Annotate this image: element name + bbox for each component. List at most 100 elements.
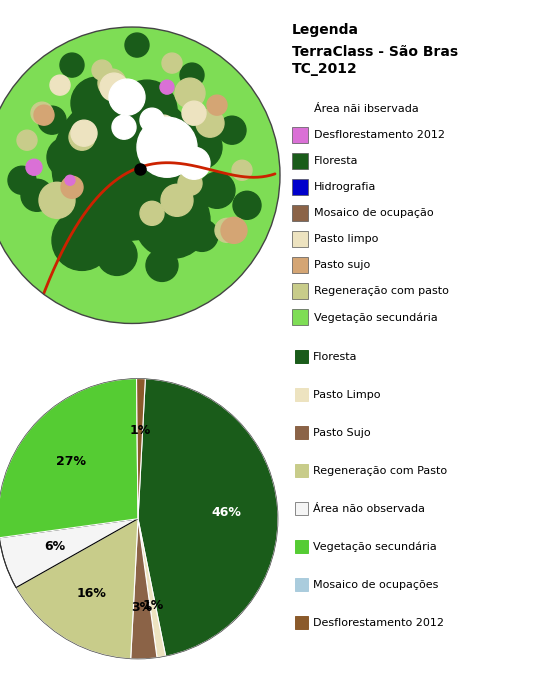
FancyBboxPatch shape xyxy=(295,502,308,515)
Circle shape xyxy=(215,218,239,243)
Text: Hidrografia: Hidrografia xyxy=(314,182,377,192)
Text: Mosaico de ocupação: Mosaico de ocupação xyxy=(314,208,434,218)
FancyBboxPatch shape xyxy=(292,205,308,221)
Circle shape xyxy=(134,182,210,258)
Circle shape xyxy=(50,75,70,95)
Wedge shape xyxy=(131,519,157,659)
FancyBboxPatch shape xyxy=(292,309,308,326)
Text: Legenda: Legenda xyxy=(292,23,359,37)
Wedge shape xyxy=(0,379,138,538)
Text: Vegetação secundária: Vegetação secundária xyxy=(314,312,438,323)
Circle shape xyxy=(61,177,83,199)
Text: Pasto Limpo: Pasto Limpo xyxy=(313,390,380,400)
Circle shape xyxy=(65,175,75,185)
Circle shape xyxy=(17,131,37,150)
Circle shape xyxy=(140,201,164,225)
Text: 1%: 1% xyxy=(129,424,150,437)
Text: TerraClass - São Bras
TC_2012: TerraClass - São Bras TC_2012 xyxy=(292,45,458,76)
Circle shape xyxy=(170,123,190,143)
Circle shape xyxy=(173,171,201,199)
Circle shape xyxy=(182,101,206,125)
Wedge shape xyxy=(138,519,165,657)
Circle shape xyxy=(233,191,261,219)
Circle shape xyxy=(60,53,84,77)
Text: Pasto limpo: Pasto limpo xyxy=(314,234,378,245)
Circle shape xyxy=(21,179,53,212)
Circle shape xyxy=(71,120,97,146)
Wedge shape xyxy=(136,379,145,519)
Text: Vegetação secundária: Vegetação secundária xyxy=(313,541,437,552)
FancyBboxPatch shape xyxy=(292,284,308,300)
Circle shape xyxy=(98,69,126,97)
Circle shape xyxy=(39,182,75,218)
Circle shape xyxy=(146,249,178,282)
Text: Mosaico de ocupações: Mosaico de ocupações xyxy=(313,580,438,590)
Text: 3%: 3% xyxy=(131,600,152,613)
Text: Área nãi ibservada: Área nãi ibservada xyxy=(314,104,419,114)
Text: 46%: 46% xyxy=(211,506,241,519)
Text: Pasto sujo: Pasto sujo xyxy=(314,260,370,271)
Text: Pasto Sujo: Pasto Sujo xyxy=(313,427,370,438)
Circle shape xyxy=(84,212,120,249)
Wedge shape xyxy=(16,519,138,659)
Circle shape xyxy=(137,117,197,177)
FancyBboxPatch shape xyxy=(295,388,308,401)
Text: Regeneração com pasto: Regeneração com pasto xyxy=(314,286,449,296)
FancyBboxPatch shape xyxy=(295,616,308,629)
Text: Floresta: Floresta xyxy=(314,156,359,166)
Text: Desflorestamento 2012: Desflorestamento 2012 xyxy=(313,618,444,628)
Circle shape xyxy=(8,166,36,194)
Circle shape xyxy=(34,105,54,125)
FancyBboxPatch shape xyxy=(295,350,308,363)
Circle shape xyxy=(125,33,149,57)
Text: Floresta: Floresta xyxy=(313,352,358,361)
FancyBboxPatch shape xyxy=(295,464,308,477)
FancyBboxPatch shape xyxy=(292,232,308,247)
Circle shape xyxy=(109,79,145,115)
Circle shape xyxy=(100,73,128,101)
Text: 16%: 16% xyxy=(76,587,106,600)
Circle shape xyxy=(47,137,87,177)
Text: Regeneração com Pasto: Regeneração com Pasto xyxy=(313,466,447,475)
FancyBboxPatch shape xyxy=(292,179,308,195)
Text: Área não observada: Área não observada xyxy=(313,504,425,514)
Circle shape xyxy=(26,159,42,175)
Circle shape xyxy=(218,116,246,144)
Circle shape xyxy=(221,217,247,243)
Circle shape xyxy=(0,27,280,324)
FancyBboxPatch shape xyxy=(292,153,308,169)
Circle shape xyxy=(38,106,66,134)
FancyBboxPatch shape xyxy=(295,540,308,553)
Circle shape xyxy=(69,124,95,150)
Circle shape xyxy=(175,78,205,108)
Circle shape xyxy=(162,53,182,73)
FancyBboxPatch shape xyxy=(295,578,308,592)
FancyBboxPatch shape xyxy=(292,127,308,143)
Text: 6%: 6% xyxy=(44,541,65,554)
Circle shape xyxy=(52,90,202,240)
Circle shape xyxy=(140,108,164,132)
Circle shape xyxy=(71,77,123,129)
Text: 1%: 1% xyxy=(142,599,163,612)
Circle shape xyxy=(186,219,218,251)
Circle shape xyxy=(31,102,53,124)
Circle shape xyxy=(207,95,227,115)
Circle shape xyxy=(178,125,222,169)
Wedge shape xyxy=(138,379,278,656)
Circle shape xyxy=(180,63,204,87)
Circle shape xyxy=(161,184,193,216)
Circle shape xyxy=(178,171,202,195)
Circle shape xyxy=(154,115,174,135)
Circle shape xyxy=(196,109,224,137)
Circle shape xyxy=(160,80,174,94)
FancyBboxPatch shape xyxy=(295,426,308,439)
Circle shape xyxy=(97,236,137,275)
Circle shape xyxy=(92,60,112,80)
Circle shape xyxy=(178,147,210,179)
Text: 27%: 27% xyxy=(56,455,86,468)
Wedge shape xyxy=(0,519,138,587)
Text: Desflorestamento 2012: Desflorestamento 2012 xyxy=(314,131,445,140)
FancyBboxPatch shape xyxy=(292,258,308,273)
Circle shape xyxy=(199,172,235,208)
Circle shape xyxy=(112,115,136,139)
